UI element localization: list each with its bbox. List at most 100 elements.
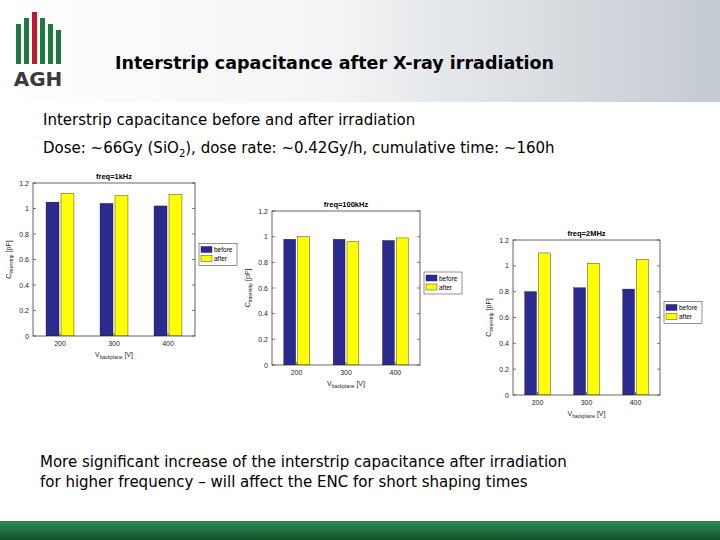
y-tick-label: 0.6 (258, 285, 268, 292)
legend-label: before (214, 246, 233, 253)
y-tick (272, 339, 275, 340)
bar (623, 289, 635, 395)
y-axis-label: Cinterstrip [pF] (244, 269, 253, 307)
y-tick (513, 317, 516, 318)
y-tick-label: 0 (264, 362, 268, 369)
y-tick-label: 0.4 (19, 282, 29, 289)
bar (298, 237, 310, 365)
legend-swatch (201, 247, 212, 253)
y-axis-label: Cinterstrip [pF] (485, 298, 494, 336)
label-part: [V] (595, 410, 606, 418)
bar (396, 238, 408, 365)
label-part: backplane (572, 413, 595, 419)
legend-box (664, 302, 702, 324)
y-tick (657, 291, 660, 292)
bars (284, 237, 408, 365)
background (0, 0, 720, 540)
y-tick-label: 0.2 (499, 366, 509, 373)
y-tick (33, 310, 36, 311)
legend-label: after (439, 284, 453, 291)
bar (333, 239, 345, 365)
legend-label: after (214, 255, 228, 262)
y-tick (192, 259, 195, 260)
y-tick-label: 1.2 (499, 237, 509, 244)
dose-part: Dose: ~66Gy (SiO (43, 139, 179, 157)
y-tick (513, 265, 516, 266)
logo: AGH (14, 12, 63, 91)
y-tick (272, 262, 275, 263)
x-tick-label: 200 (532, 399, 544, 406)
bar (284, 239, 296, 365)
x-tick-label: 200 (54, 340, 66, 347)
y-tick (657, 317, 660, 318)
logo-stripe (24, 18, 29, 64)
label-part: backplane (332, 383, 355, 389)
y-tick (513, 291, 516, 292)
legend-swatch (426, 284, 437, 290)
bar (115, 196, 128, 336)
y-tick-label: 1.2 (258, 208, 268, 215)
y-tick (192, 183, 195, 184)
legend-swatch (201, 256, 212, 262)
y-tick (657, 240, 660, 241)
y-tick (192, 285, 195, 286)
chart-title: freq=100kHz (324, 200, 369, 209)
x-tick-label: 300 (340, 369, 352, 376)
y-tick-label: 0.4 (499, 340, 509, 347)
dose-line: Dose: ~66Gy (SiO2), dose rate: ~0.42Gy/h… (43, 139, 555, 159)
label-part: [pF] (244, 269, 252, 283)
y-tick (657, 265, 660, 266)
y-tick (513, 369, 516, 370)
legend-label: after (679, 313, 693, 320)
y-tick (417, 288, 420, 289)
y-tick (33, 183, 36, 184)
x-tick (586, 392, 587, 395)
y-tick-label: 0.6 (499, 314, 509, 321)
y-tick-label: 0 (505, 392, 509, 399)
legend-label: before (679, 304, 698, 311)
plot-area (513, 240, 660, 395)
y-tick (33, 259, 36, 260)
bar (539, 253, 551, 395)
label-part: interstrip (488, 312, 494, 331)
y-tick-label: 0.8 (258, 259, 268, 266)
y-tick (417, 339, 420, 340)
y-tick (192, 336, 195, 337)
bar (61, 193, 74, 336)
y-axis-label: Cinterstrip [pF] (5, 240, 14, 278)
y-tick (272, 236, 275, 237)
bar (347, 242, 359, 365)
legend-swatch (426, 275, 437, 281)
label-part: [V] (122, 351, 133, 359)
x-axis-label: Vbackplane [V] (568, 410, 606, 419)
y-tick (417, 236, 420, 237)
label-part: interstrip (247, 283, 253, 302)
y-tick (417, 262, 420, 263)
logo-stripe (32, 12, 37, 64)
y-tick (272, 288, 275, 289)
legend: before after (199, 244, 237, 266)
logo-text: AGH (14, 67, 63, 91)
chart-title: freq=2MHz (567, 229, 605, 238)
logo-stripe (56, 30, 61, 64)
header-band (0, 0, 720, 102)
footer-band (0, 521, 720, 540)
y-tick (417, 313, 420, 314)
chart: 00.20.40.60.811.2200300400freq=1kHzVback… (5, 172, 237, 360)
x-axis-label: Vbackplane [V] (95, 351, 133, 360)
y-tick-label: 0.8 (499, 288, 509, 295)
legend-swatch (666, 305, 677, 311)
plot-frame (513, 240, 660, 395)
legend-label: before (439, 275, 458, 282)
legend: before after (664, 302, 702, 324)
label-part: interstrip (8, 254, 14, 273)
x-tick-label: 200 (291, 369, 303, 376)
bar (169, 194, 182, 336)
slide-title: Interstrip capacitance after X-ray irrad… (115, 53, 554, 73)
dose-part: ), dose rate: ~0.42Gy/h, cumulative time… (185, 139, 554, 157)
y-tick-label: 1 (505, 262, 509, 269)
x-tick-label: 400 (162, 340, 174, 347)
y-tick (657, 343, 660, 344)
conclusion-line: More significant increase of the interst… (40, 453, 567, 471)
bars (46, 193, 182, 336)
